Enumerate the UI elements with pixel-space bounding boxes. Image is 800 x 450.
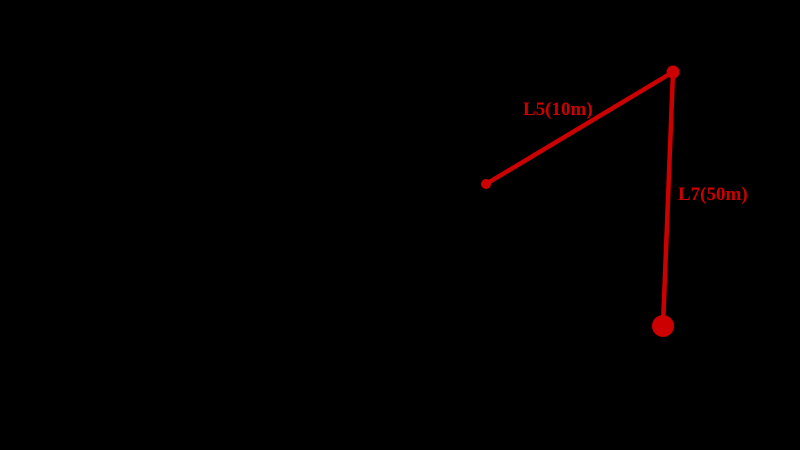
edge-l7-line[interactable] (660, 69, 676, 329)
edge-l5-line[interactable] (483, 69, 676, 187)
top-junction-node[interactable] (666, 65, 680, 79)
bottom-terminal-node[interactable] (652, 315, 674, 337)
edge-l7-label: L7(50m) (678, 184, 748, 205)
left-endpoint-node[interactable] (481, 179, 491, 189)
edge-l5-label: L5(10m) (523, 99, 593, 120)
